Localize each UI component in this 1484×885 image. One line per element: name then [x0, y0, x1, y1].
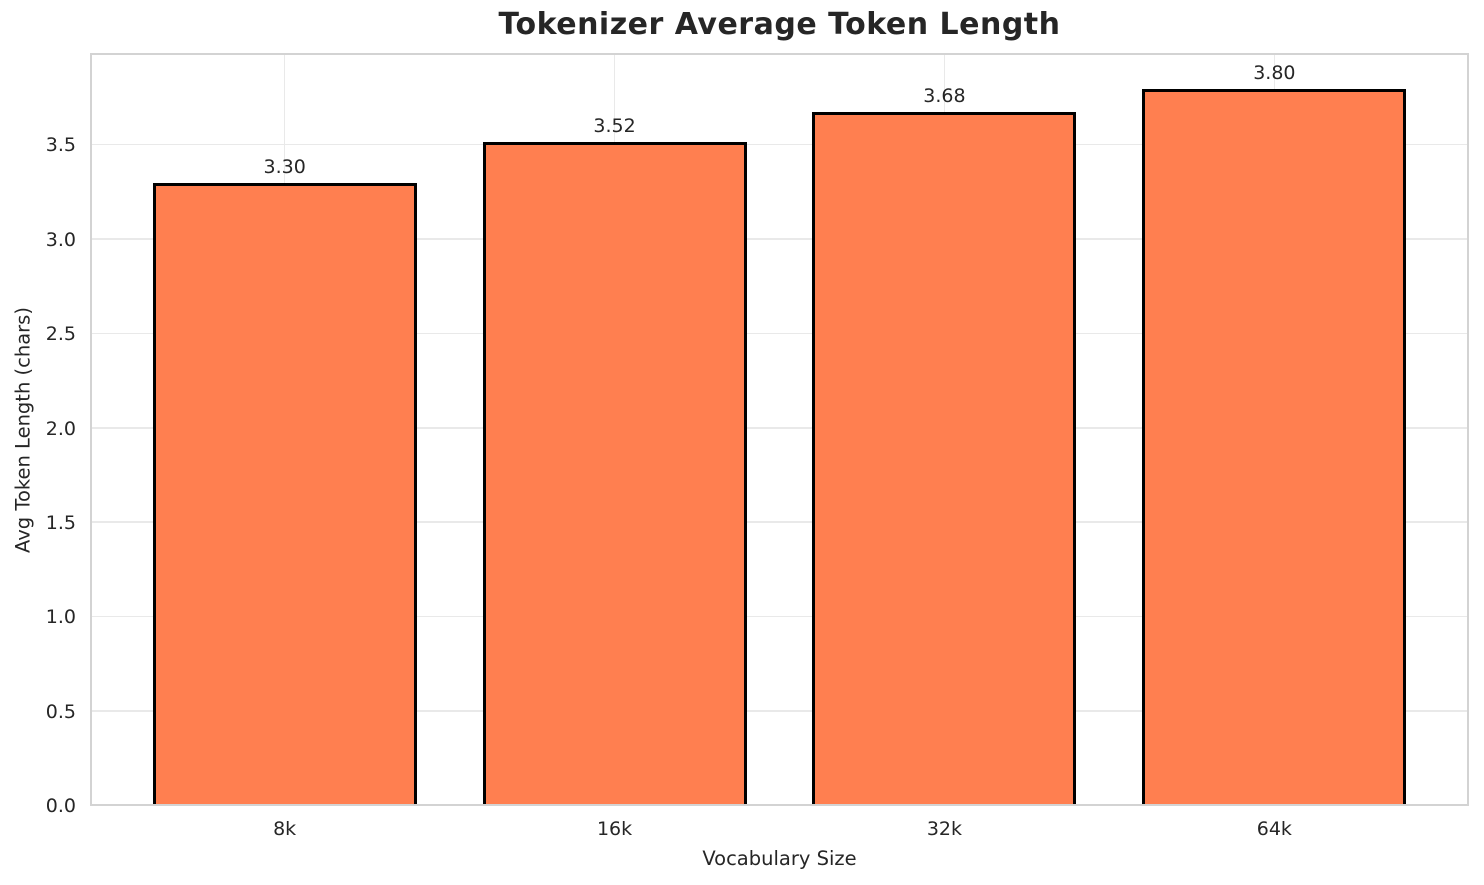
x-tick-label-32k: 32k — [926, 818, 963, 840]
y-tick-label: 0.0 — [45, 795, 76, 817]
bar-value-label: 3.68 — [923, 84, 966, 107]
plot-area: 3.30 3.52 3.68 3.80 — [90, 53, 1469, 806]
plot-spine-bottom — [90, 803, 1469, 806]
bar-64k — [1142, 88, 1407, 806]
gridline-horizontal — [90, 332, 1469, 335]
gridline-horizontal — [90, 521, 1469, 523]
gridline-horizontal — [90, 615, 1469, 618]
plot-spine-top — [90, 53, 1469, 55]
bar-32k — [812, 111, 1077, 806]
bar-16k — [482, 141, 747, 806]
y-tick-label: 1.0 — [45, 606, 76, 629]
gridline-horizontal — [90, 710, 1469, 712]
bar-8k — [152, 183, 417, 806]
plot-spine-left — [90, 53, 92, 806]
y-tick-label: 3.0 — [45, 228, 76, 251]
chart-title: Tokenizer Average Token Length — [498, 7, 1061, 42]
x-tick-label-64k: 64k — [1256, 818, 1292, 840]
plot-spine-right — [1466, 53, 1469, 806]
y-tick-label: 3.5 — [45, 134, 76, 157]
x-axis-label: Vocabulary Size — [702, 847, 857, 870]
gridline-horizontal — [90, 143, 1469, 146]
y-tick-label: 2.5 — [45, 323, 76, 346]
y-tick-label: 2.0 — [45, 417, 76, 440]
x-tick-label-8k: 8k — [273, 818, 297, 840]
bar-value-label: 3.80 — [1253, 61, 1296, 84]
bar-value-label: 3.52 — [593, 114, 636, 137]
y-tick-label: 1.5 — [45, 511, 76, 534]
gridline-horizontal — [90, 238, 1469, 240]
bar-value-label: 3.30 — [263, 156, 306, 179]
x-tick-label-16k: 16k — [596, 818, 633, 840]
gridline-horizontal — [90, 427, 1469, 429]
y-tick-label: 0.5 — [45, 700, 76, 723]
